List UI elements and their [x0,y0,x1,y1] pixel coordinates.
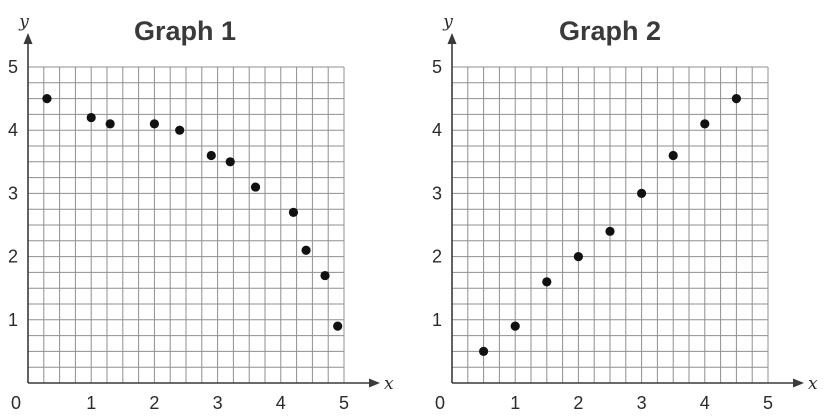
graph-2-y-tick-label: 2 [432,247,442,267]
graph-2-y-tick-label: 1 [432,310,442,330]
graph-2-data-point [573,252,584,262]
graph-1-data-point [320,270,330,281]
graph-2-grid [452,66,769,383]
graph-2-y-axis-arrow [447,33,457,44]
graph-2-origin-label: 0 [435,393,445,413]
graph-2-y-axis-label: y [442,12,453,32]
graph-2-y-tick-label: 4 [432,120,442,140]
graph-1-x-tick-label: 1 [86,393,96,413]
graph-1-origin-label: 0 [11,393,21,413]
graph-1-y-axis-label: y [18,12,29,32]
graph-1-data-point [105,119,115,129]
graph-2-data-point [731,94,742,104]
graph-2-data-point [668,150,678,161]
graph-1-y-tick-label: 4 [8,120,18,140]
graph-2-x-tick-label: 2 [573,393,583,413]
graph-1-panel: x y Graph 1 0 1 2 3 4 5 1 2 3 4 5 [8,12,394,413]
graph-1-data-point [175,125,185,135]
graph-2-data-point [605,226,615,236]
graph-1-x-tick-label: 5 [339,393,349,413]
graph-1-x-tick-label: 2 [149,393,159,413]
graph-2-panel: x y Graph 2 0 1 2 3 4 5 1 2 3 4 5 [432,12,818,413]
graph-2-title: Graph 2 [559,16,661,46]
graph-1-data-point [250,182,261,192]
graph-1-y-tick-label: 1 [8,310,18,330]
graph-2-x-axis-arrow [793,378,804,388]
graph-1-data-point [149,119,159,129]
graph-1-data-point [86,112,96,123]
graph-2-data-point [510,321,520,331]
graph-1-grid [28,66,345,383]
graph-1-x-axis-label: x [384,374,394,394]
graph-2-data-point [700,119,710,129]
graph-2-x-tick-label: 5 [763,393,773,413]
graph-1-data-point [225,157,235,167]
graph-2-data-point [637,188,647,198]
graph-1-y-axis-arrow [23,33,33,44]
graph-2-data-point [542,277,552,287]
graph-1-data-point [288,207,299,217]
graph-1-x-tick-label: 3 [213,393,223,413]
graph-1-data-point [206,150,216,161]
graph-1-x-tick-label: 4 [276,393,286,413]
graph-1-title: Graph 1 [134,16,236,46]
graph-2-data-point [479,346,489,356]
graph-1-y-tick-label: 3 [8,183,18,203]
graph-2-x-tick-label: 4 [700,393,710,413]
graph-1-data-point [42,94,52,104]
graph-2-x-axis-label: x [808,374,818,394]
graph-2-y-tick-label: 5 [432,57,442,77]
graph-2-x-tick-label: 1 [510,393,520,413]
graph-1-y-tick-label: 5 [8,57,18,77]
graph-1-y-tick-label: 2 [8,247,18,267]
graph-2-x-tick-label: 3 [637,393,647,413]
graph-1-data-point [301,245,311,255]
graph-1-data-point [333,321,343,331]
graph-2-y-tick-label: 3 [432,183,442,203]
graph-1-x-axis-arrow [369,378,380,388]
